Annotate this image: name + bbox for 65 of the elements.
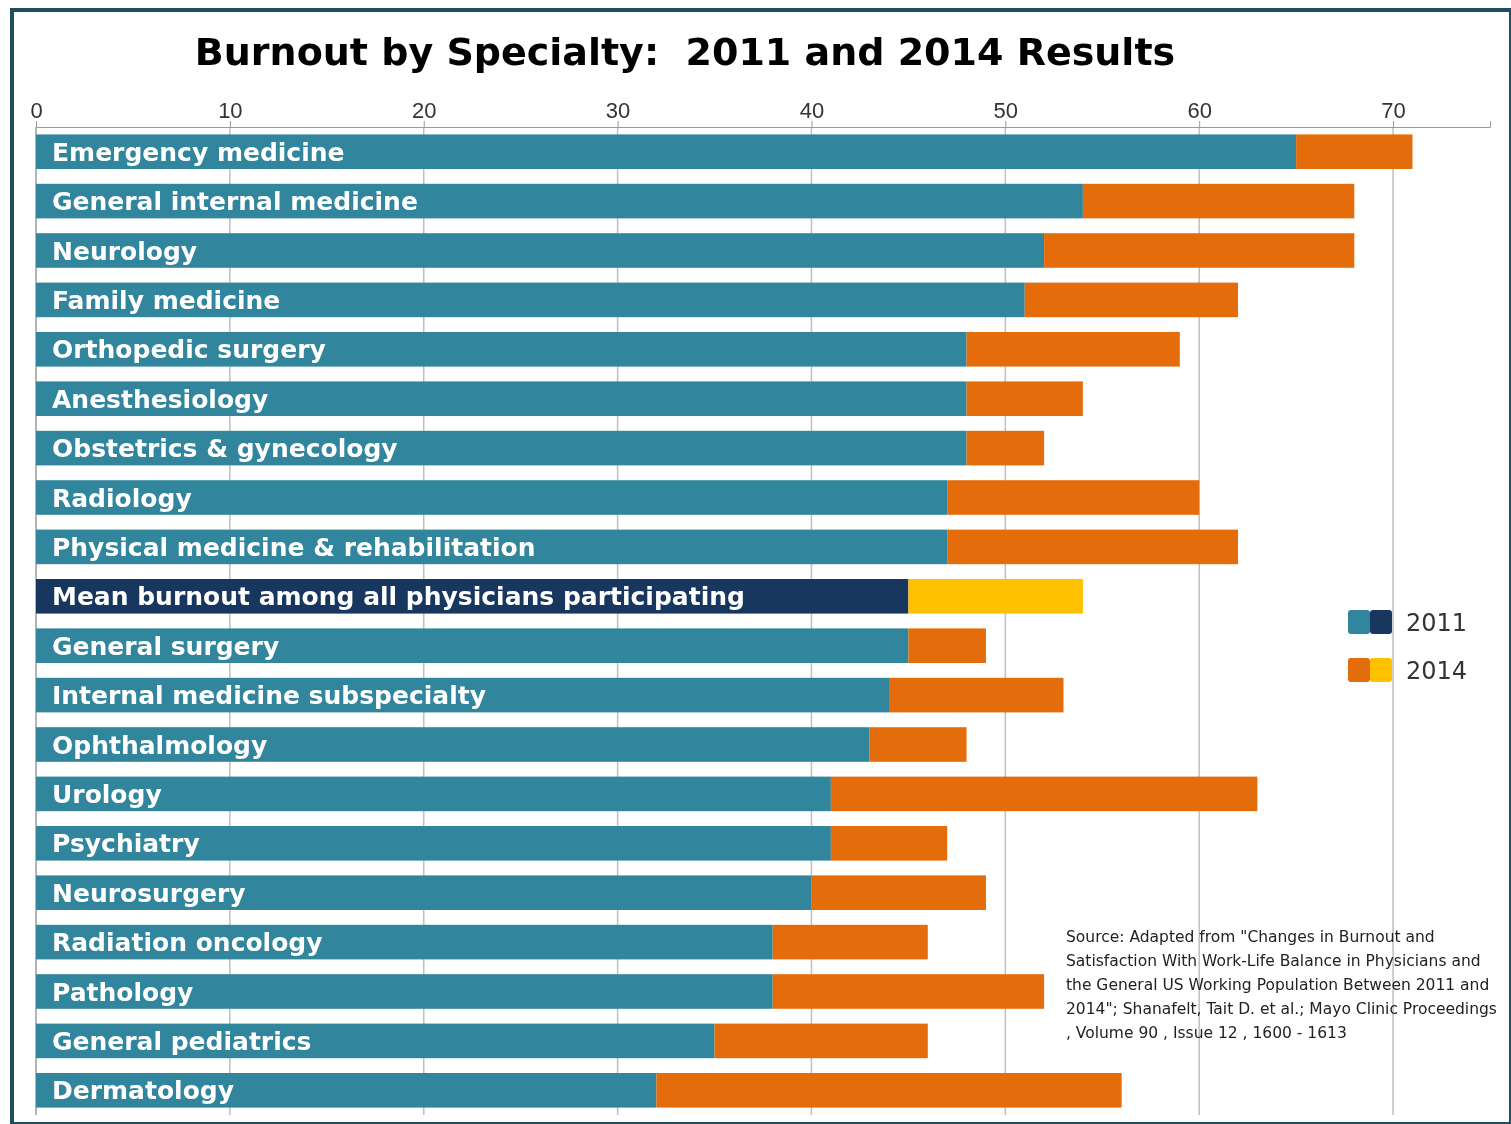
bar xyxy=(36,776,831,812)
bar xyxy=(1296,134,1413,169)
bar xyxy=(36,233,1045,268)
y-tick-label: General surgery xyxy=(52,631,280,661)
x-tick-label: 50 xyxy=(993,98,1019,123)
y-tick-label: Psychiatry xyxy=(52,829,200,859)
y-tick-label: General internal medicine xyxy=(52,187,418,217)
y-tick-label: Urology xyxy=(52,779,162,809)
y-tick-label: Orthopedic surgery xyxy=(52,335,326,365)
y-tick-label: Obstetrics & gynecology xyxy=(52,434,398,464)
bar xyxy=(36,332,967,367)
bar xyxy=(36,826,831,861)
x-tick-label: 0 xyxy=(30,98,43,123)
bar xyxy=(36,974,773,1009)
y-tick-label: Physical medicine & rehabilitation xyxy=(52,532,536,562)
y-tick-label: Neurology xyxy=(52,236,198,266)
bar xyxy=(966,430,1045,466)
y-tick-label: Radiology xyxy=(52,483,192,513)
bar xyxy=(36,1073,657,1108)
bar xyxy=(966,332,1180,367)
bar xyxy=(1082,183,1355,219)
y-tick-label: Neurosurgery xyxy=(52,878,246,908)
bar xyxy=(908,628,986,663)
y-tick-label: Emergency medicine xyxy=(52,137,345,167)
bar xyxy=(36,727,870,762)
bar xyxy=(656,1073,1122,1108)
bar xyxy=(36,381,967,416)
chart-title: Burnout by Specialty: 2011 and 2014 Results xyxy=(194,30,1176,74)
y-tick-label: Pathology xyxy=(52,977,194,1007)
annotation: Source: Adapted from "Changes in Burnout and Satisfaction With Work-Life Balance in Physicians and the General US Working Population Between 2011 and 2014"; Shanafelt, Tait D. et al.; Mayo Clinic Proceedings , Volume 90 , Issue 12 , 1600 - 1613 xyxy=(1066,928,1497,1043)
bar xyxy=(869,727,967,762)
legend-label: 2011 xyxy=(1406,608,1468,637)
y-tick-label: General pediatrics xyxy=(52,1026,312,1056)
bar xyxy=(908,579,1083,614)
y-tick-label: Anesthesiology xyxy=(52,384,269,414)
x-tick-label: 40 xyxy=(799,98,825,123)
bar xyxy=(830,776,1258,812)
bar xyxy=(36,875,812,910)
bar xyxy=(966,381,1083,416)
x-tick-label: 70 xyxy=(1381,98,1406,123)
x-tick-label: 30 xyxy=(605,98,631,123)
bar xyxy=(947,480,1200,515)
bar xyxy=(811,875,986,910)
y-tick-label: Family medicine xyxy=(52,285,281,315)
bar xyxy=(889,677,1064,713)
bar xyxy=(36,282,1025,318)
bar xyxy=(772,974,1045,1009)
y-tick-label: Ophthalmology xyxy=(52,730,268,760)
y-tick-label: Dermatology xyxy=(52,1076,235,1106)
bar xyxy=(1024,282,1238,318)
bar xyxy=(947,529,1238,565)
bar xyxy=(714,1023,928,1059)
bar xyxy=(36,480,948,515)
bar xyxy=(1044,233,1355,268)
bar xyxy=(36,628,909,663)
y-tick-label: Internal medicine subspecialty xyxy=(52,681,486,711)
y-tick-label: Mean burnout among all physicians participating xyxy=(52,582,745,612)
x-tick-label: 60 xyxy=(1187,98,1212,123)
bar xyxy=(772,924,928,960)
bar xyxy=(830,826,948,861)
y-tick-label: Radiation oncology xyxy=(52,928,323,958)
bar xyxy=(36,134,1297,169)
x-tick-label: 20 xyxy=(411,98,437,123)
x-tick-label: 10 xyxy=(218,98,243,123)
legend-label: 2014 xyxy=(1406,656,1468,685)
